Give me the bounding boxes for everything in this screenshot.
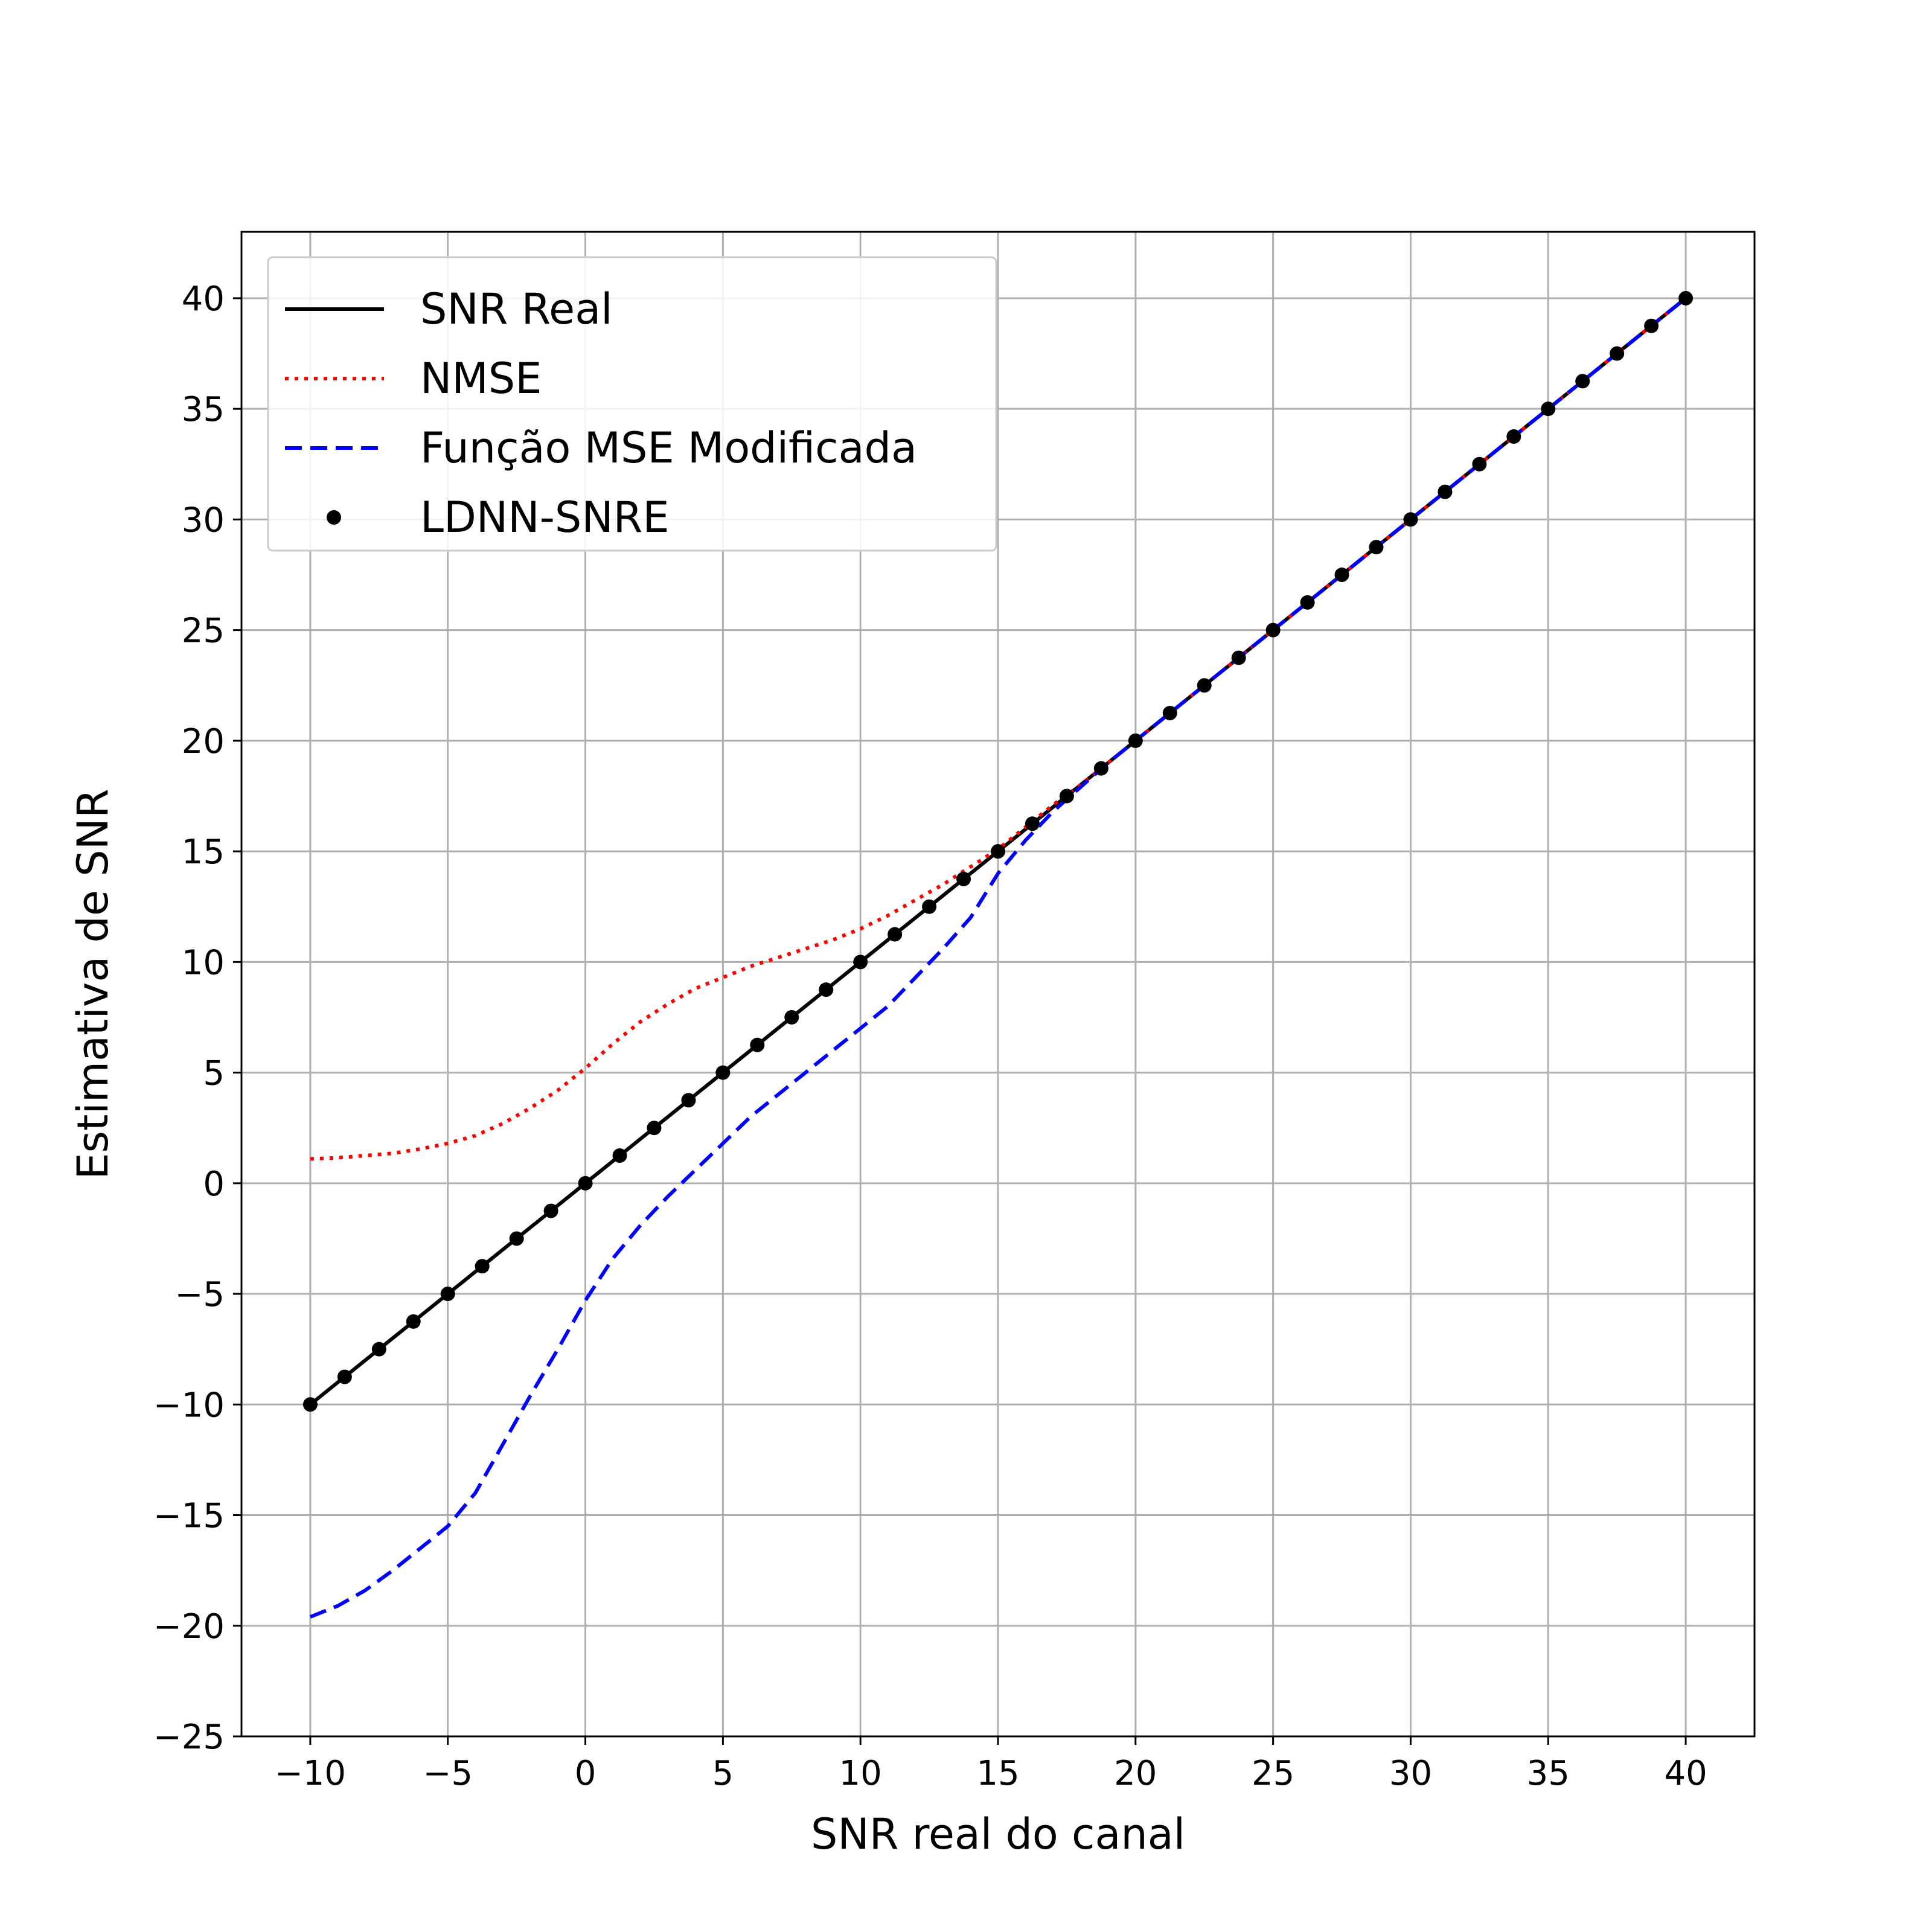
x-tick-label: 5: [712, 1754, 734, 1793]
legend-box: [267, 256, 997, 552]
axis-ticks: −10 −5 0 5 10 15 20 25 30 35 40 −25 −20 −15 −10 −5 0 5 10 1…: [153, 280, 1707, 1793]
ldnn-snre-marker: [1506, 429, 1521, 444]
ldnn-snre-marker: [647, 1121, 662, 1136]
ldnn-snre-marker: [1334, 568, 1349, 583]
ldnn-snre-marker: [1197, 678, 1212, 693]
ldnn-snre-marker: [578, 1176, 593, 1191]
ldnn-snre-marker: [1644, 318, 1659, 333]
ldnn-snre-marker: [1093, 761, 1108, 776]
y-tick-label: −5: [174, 1275, 225, 1314]
y-tick-label: −25: [153, 1718, 225, 1757]
ldnn-snre-marker: [1025, 816, 1040, 831]
series-mse-modificada-line: [309, 296, 1687, 1619]
ldnn-snre-marker: [612, 1148, 627, 1163]
ldnn-snre-marker: [475, 1259, 490, 1274]
y-axis-title: Estimativa de SNR: [68, 788, 118, 1179]
y-tick-label: 10: [182, 943, 225, 982]
series-nmse-line: [310, 296, 1687, 1161]
legend-label: Função MSE Modificada: [420, 423, 917, 473]
y-tick-label: −20: [153, 1607, 225, 1646]
ldnn-snre-marker: [853, 955, 868, 970]
ldnn-snre-marker: [371, 1342, 386, 1357]
y-tick-label: 15: [182, 833, 225, 872]
y-tick-label: 35: [182, 390, 225, 429]
ldnn-snre-marker: [302, 1397, 318, 1412]
ldnn-snre-marker: [1403, 512, 1418, 527]
x-tick-label: 25: [1252, 1754, 1294, 1793]
ldnn-snre-marker: [750, 1037, 765, 1052]
x-tick-label: −5: [423, 1754, 473, 1793]
ldnn-snre-marker: [784, 1009, 799, 1025]
ldnn-snre-marker: [956, 871, 971, 886]
y-tick-label: 25: [182, 612, 225, 651]
ldnn-snre-marker: [1128, 733, 1143, 748]
y-tick-label: 0: [203, 1165, 225, 1204]
x-axis-title: SNR real do canal: [811, 1809, 1185, 1859]
ldnn-snre-marker: [1541, 401, 1556, 417]
ldnn-snre-marker: [888, 927, 903, 942]
ldnn-snre-marker: [1300, 595, 1315, 610]
ldnn-snre-marker: [715, 1065, 731, 1080]
ldnn-snre-marker: [406, 1314, 421, 1329]
x-tick-label: 40: [1664, 1754, 1707, 1793]
legend: SNR Real NMSE Função MSE Modificada LDNN-SN…: [267, 256, 997, 552]
legend-label: LDNN-SNRE: [420, 493, 670, 542]
ldnn-snre-marker: [681, 1093, 696, 1108]
x-tick-label: 0: [575, 1754, 597, 1793]
legend-marker-ldnn-snre: [327, 510, 341, 525]
x-tick-label: 35: [1527, 1754, 1570, 1793]
ldnn-snre-marker: [1059, 788, 1074, 804]
legend-label: NMSE: [420, 354, 542, 403]
legend-label: SNR Real: [420, 284, 613, 334]
y-tick-label: 20: [182, 722, 225, 761]
ldnn-snre-marker: [1678, 290, 1694, 305]
data-series: [302, 290, 1694, 1619]
ldnn-snre-marker: [1231, 650, 1246, 665]
ldnn-snre-marker: [1265, 622, 1281, 638]
x-tick-label: 15: [976, 1754, 1019, 1793]
ldnn-snre-marker: [509, 1231, 524, 1246]
ldnn-snre-marker: [1369, 540, 1384, 555]
x-tick-label: −10: [275, 1754, 346, 1793]
ldnn-snre-marker: [1438, 484, 1453, 499]
y-tick-label: −15: [153, 1497, 225, 1536]
y-tick-label: 40: [182, 280, 225, 319]
y-tick-label: 30: [182, 501, 225, 540]
x-tick-label: 20: [1114, 1754, 1157, 1793]
ldnn-snre-marker: [991, 844, 1005, 859]
ldnn-snre-marker: [1472, 456, 1487, 472]
ldnn-snre-marker: [1575, 374, 1590, 389]
y-tick-label: −10: [153, 1386, 225, 1425]
ldnn-snre-marker: [922, 899, 937, 914]
ldnn-snre-marker: [440, 1287, 455, 1302]
ldnn-snre-marker: [337, 1369, 352, 1384]
ldnn-snre-marker: [543, 1203, 558, 1218]
ldnn-snre-marker: [819, 982, 834, 997]
y-tick-label: 5: [203, 1054, 225, 1093]
x-tick-label: 30: [1389, 1754, 1432, 1793]
ldnn-snre-marker: [1610, 346, 1625, 361]
ldnn-snre-marker: [1162, 706, 1177, 721]
x-tick-label: 10: [839, 1754, 882, 1793]
